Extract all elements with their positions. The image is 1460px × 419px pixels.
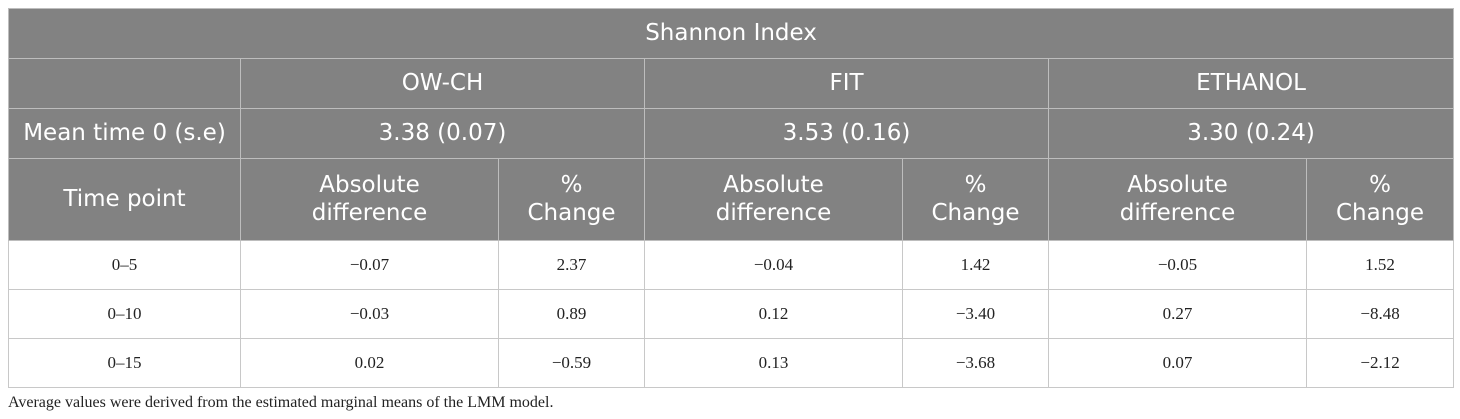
abs-diff-line2: difference — [1119, 199, 1236, 226]
table-row: 0–5 −0.07 2.37 −0.04 1.42 −0.05 1.52 — [8, 240, 1455, 290]
pct-change-line2: Change — [931, 199, 1020, 226]
abs-diff-line2: difference — [715, 199, 832, 226]
time-point-header: Time point — [8, 158, 241, 241]
data-cell: −0.04 — [644, 240, 903, 290]
group-header-ow-ch: OW-CH — [240, 58, 645, 109]
group-header-empty — [8, 58, 241, 109]
table-row: 0–15 0.02 −0.59 0.13 −3.68 0.07 −2.12 — [8, 338, 1455, 388]
abs-diff-line1: Absolute — [1127, 171, 1228, 198]
shannon-index-table-container: Shannon Index OW-CH FIT ETHANOL Mean tim… — [7, 8, 1455, 388]
group-header-ethanol: ETHANOL — [1047, 58, 1455, 109]
mean-label: Mean time 0 (s.e) — [8, 108, 241, 159]
group-header-row: OW-CH FIT ETHANOL — [8, 58, 1455, 109]
data-cell: 1.42 — [902, 240, 1049, 290]
data-cell: 2.37 — [498, 240, 645, 290]
table-title: Shannon Index — [7, 8, 1455, 59]
data-cell: 0.27 — [1048, 289, 1307, 339]
abs-diff-line2: difference — [311, 199, 428, 226]
mean-value-ethanol: 3.30 (0.24) — [1047, 108, 1455, 159]
pct-change-header-ethanol: % Change — [1305, 158, 1455, 241]
data-cell: 0.12 — [644, 289, 903, 339]
data-cell: −3.40 — [902, 289, 1049, 339]
data-cell: −0.05 — [1048, 240, 1307, 290]
data-cell: −2.12 — [1305, 338, 1455, 388]
data-cell: −0.59 — [498, 338, 645, 388]
data-cell: 1.52 — [1305, 240, 1455, 290]
mean-value-fit: 3.53 (0.16) — [644, 108, 1049, 159]
pct-change-header-ow-ch: % Change — [498, 158, 645, 241]
table-footnote: Average values were derived from the est… — [8, 394, 554, 411]
mean-row: Mean time 0 (s.e) 3.38 (0.07) 3.53 (0.16… — [8, 108, 1455, 159]
table-title-row: Shannon Index — [7, 8, 1455, 59]
pct-change-line1: % — [1369, 171, 1391, 198]
pct-change-line1: % — [560, 171, 583, 198]
sub-header-row: Time point Absolute difference % Change Ab… — [8, 158, 1455, 241]
time-point-cell: 0–5 — [8, 240, 241, 290]
data-cell: 0.07 — [1048, 338, 1307, 388]
shannon-index-table: Shannon Index OW-CH FIT ETHANOL Mean tim… — [7, 8, 1455, 388]
data-cell: 0.02 — [240, 338, 499, 388]
time-point-cell: 0–15 — [8, 338, 241, 388]
mean-value-ow-ch: 3.38 (0.07) — [240, 108, 645, 159]
abs-diff-header-ow-ch: Absolute difference — [240, 158, 499, 241]
data-cell: −3.68 — [902, 338, 1049, 388]
time-point-cell: 0–10 — [8, 289, 241, 339]
data-cell: 0.13 — [644, 338, 903, 388]
pct-change-line1: % — [964, 171, 987, 198]
table-row: 0–10 −0.03 0.89 0.12 −3.40 0.27 −8.48 — [8, 289, 1455, 339]
pct-change-line2: Change — [527, 199, 616, 226]
abs-diff-line1: Absolute — [723, 171, 824, 198]
pct-change-line2: Change — [1336, 199, 1425, 226]
abs-diff-header-fit: Absolute difference — [644, 158, 903, 241]
data-cell: −0.03 — [240, 289, 499, 339]
abs-diff-header-ethanol: Absolute difference — [1048, 158, 1307, 241]
data-cell: −0.07 — [240, 240, 499, 290]
data-cell: −8.48 — [1305, 289, 1455, 339]
abs-diff-line1: Absolute — [319, 171, 420, 198]
group-header-fit: FIT — [644, 58, 1049, 109]
data-cell: 0.89 — [498, 289, 645, 339]
pct-change-header-fit: % Change — [902, 158, 1049, 241]
